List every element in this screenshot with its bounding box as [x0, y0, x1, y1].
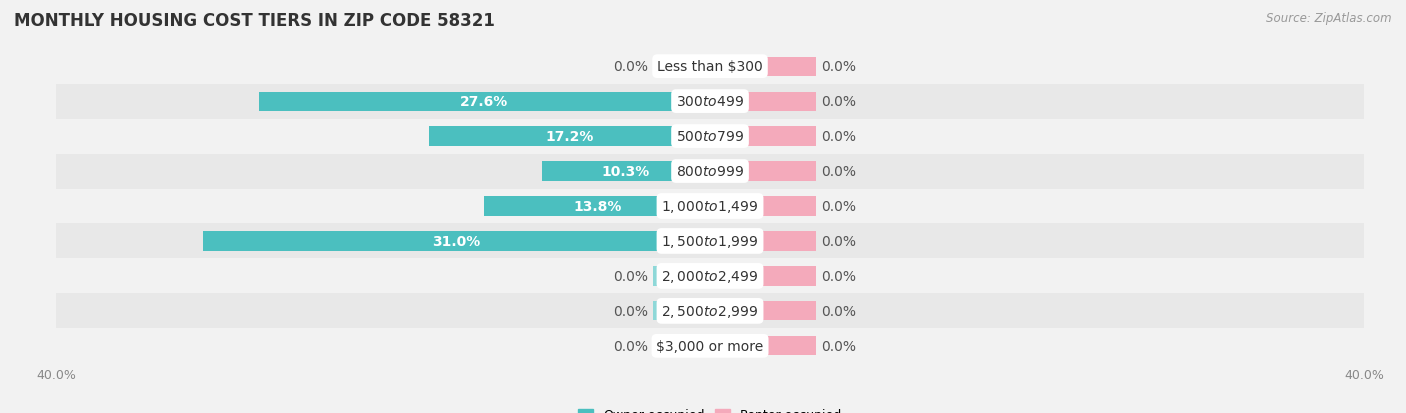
Text: Source: ZipAtlas.com: Source: ZipAtlas.com: [1267, 12, 1392, 25]
Bar: [485, 197, 710, 216]
Bar: [710, 127, 817, 146]
Text: $300 to $499: $300 to $499: [676, 95, 744, 109]
Text: 17.2%: 17.2%: [546, 130, 593, 144]
Text: $2,500 to $2,999: $2,500 to $2,999: [661, 303, 759, 319]
Bar: [56, 224, 1364, 259]
Text: $800 to $999: $800 to $999: [676, 165, 744, 178]
Bar: [710, 267, 817, 286]
Bar: [652, 301, 710, 321]
Bar: [710, 162, 817, 181]
Bar: [429, 127, 710, 146]
Bar: [710, 197, 817, 216]
Text: $500 to $799: $500 to $799: [676, 130, 744, 144]
Bar: [710, 92, 817, 112]
Text: 0.0%: 0.0%: [821, 199, 856, 214]
Legend: Owner-occupied, Renter-occupied: Owner-occupied, Renter-occupied: [574, 404, 846, 413]
Bar: [56, 84, 1364, 119]
Text: MONTHLY HOUSING COST TIERS IN ZIP CODE 58321: MONTHLY HOUSING COST TIERS IN ZIP CODE 5…: [14, 12, 495, 30]
Text: 0.0%: 0.0%: [821, 339, 856, 353]
Text: 0.0%: 0.0%: [821, 304, 856, 318]
Text: $3,000 or more: $3,000 or more: [657, 339, 763, 353]
Text: Less than $300: Less than $300: [657, 60, 763, 74]
Bar: [56, 50, 1364, 84]
Text: 0.0%: 0.0%: [613, 339, 648, 353]
Bar: [710, 301, 817, 321]
Bar: [652, 57, 710, 76]
Bar: [710, 232, 817, 251]
Bar: [204, 232, 710, 251]
Text: 0.0%: 0.0%: [821, 95, 856, 109]
Bar: [56, 294, 1364, 329]
Bar: [710, 337, 817, 356]
Text: 0.0%: 0.0%: [821, 60, 856, 74]
Text: 0.0%: 0.0%: [821, 269, 856, 283]
Bar: [259, 92, 710, 112]
Text: 0.0%: 0.0%: [821, 130, 856, 144]
Text: 31.0%: 31.0%: [433, 235, 481, 248]
Text: 0.0%: 0.0%: [613, 304, 648, 318]
Bar: [56, 259, 1364, 294]
Text: $2,000 to $2,499: $2,000 to $2,499: [661, 268, 759, 284]
Text: 10.3%: 10.3%: [602, 165, 650, 178]
Bar: [56, 154, 1364, 189]
Text: 13.8%: 13.8%: [574, 199, 621, 214]
Bar: [56, 189, 1364, 224]
Bar: [56, 119, 1364, 154]
Bar: [56, 329, 1364, 363]
Text: 0.0%: 0.0%: [613, 60, 648, 74]
Bar: [710, 57, 817, 76]
Text: $1,000 to $1,499: $1,000 to $1,499: [661, 199, 759, 214]
Bar: [541, 162, 710, 181]
Text: 0.0%: 0.0%: [821, 165, 856, 178]
Bar: [652, 337, 710, 356]
Bar: [652, 267, 710, 286]
Text: $1,500 to $1,999: $1,500 to $1,999: [661, 233, 759, 249]
Text: 0.0%: 0.0%: [821, 235, 856, 248]
Text: 27.6%: 27.6%: [460, 95, 509, 109]
Text: 0.0%: 0.0%: [613, 269, 648, 283]
